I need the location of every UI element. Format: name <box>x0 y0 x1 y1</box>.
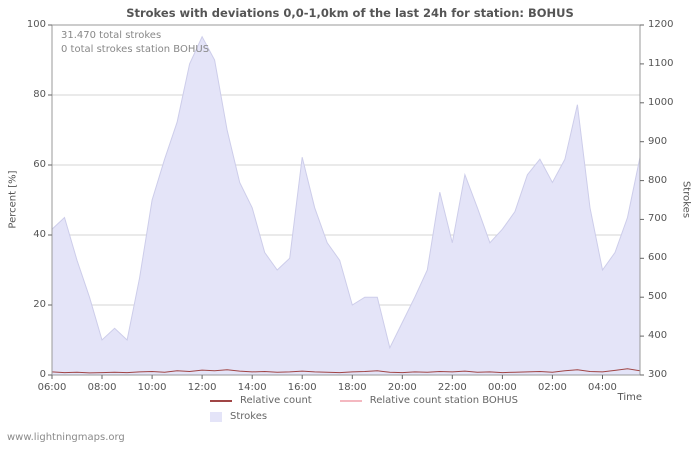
strokes-area <box>51 35 641 376</box>
legend-row: Strokes <box>210 411 518 422</box>
left-axis-tick-label: 20 <box>33 299 46 310</box>
right-axis-tick-label: 900 <box>648 135 668 147</box>
x-axis-label: Time <box>617 392 642 403</box>
legend-label-strokes: Strokes <box>230 411 268 422</box>
right-axis-tick-label: 1100 <box>648 57 674 69</box>
x-axis-tick-label: 00:00 <box>487 382 517 393</box>
right-axis-tick-label: 1200 <box>648 19 674 30</box>
x-axis-tick-label: 22:00 <box>437 382 467 393</box>
legend-item-relative-count-station: Relative count station BOHUS <box>339 395 518 406</box>
right-axis-tick-label: 600 <box>648 252 668 264</box>
right-axis-tick-label: 700 <box>648 213 668 225</box>
x-axis-tick-label: 16:00 <box>287 382 317 393</box>
right-axis-tick-label: 500 <box>648 291 668 303</box>
x-axis-tick-label: 10:00 <box>137 382 167 393</box>
legend: Relative count Relative count station BO… <box>210 395 518 427</box>
strokes-swatch <box>210 411 222 422</box>
x-axis-tick-label: 06:00 <box>37 382 67 393</box>
left-axis-tick-label: 100 <box>26 19 46 30</box>
legend-item-strokes: Strokes <box>210 411 267 422</box>
x-axis-tick-label: 14:00 <box>237 382 267 393</box>
left-axis-label: Percent [%] <box>7 170 19 229</box>
watermark: www.lightningmaps.org <box>7 432 125 443</box>
x-axis-tick-label: 02:00 <box>538 382 567 393</box>
left-axis-tick-label: 60 <box>33 159 46 170</box>
legend-row: Relative count Relative count station BO… <box>210 395 518 406</box>
x-axis-tick-label: 18:00 <box>337 382 367 393</box>
relative-count-line <box>51 368 641 374</box>
chart-title: Strokes with deviations 0,0-1,0km of the… <box>126 6 574 20</box>
legend-item-relative-count: Relative count <box>210 395 312 406</box>
x-axis-tick-label: 08:00 <box>87 382 117 393</box>
x-axis-tick-label: 20:00 <box>387 382 417 393</box>
station-strokes-annotation: 0 total strokes station BOHUS <box>61 44 210 55</box>
relative-count-station-swatch <box>339 399 362 402</box>
left-axis-tick-label: 40 <box>33 229 46 240</box>
legend-label-relative-count: Relative count <box>240 395 312 406</box>
x-axis-tick-label: 04:00 <box>588 382 617 393</box>
right-axis-label: Strokes <box>680 180 692 219</box>
right-axis-tick-label: 1000 <box>648 96 674 108</box>
right-axis-tick-label: 400 <box>648 330 668 342</box>
right-axis-tick-label: 300 <box>648 369 668 380</box>
left-axis-tick-label: 80 <box>33 89 46 100</box>
right-axis-tick-label: 800 <box>648 174 668 186</box>
total-strokes-annotation: 31.470 total strokes <box>61 30 162 41</box>
x-axis-tick-label: 12:00 <box>187 382 217 393</box>
legend-label-relative-count-station: Relative count station BOHUS <box>369 395 518 406</box>
left-axis-tick-label: 0 <box>39 369 46 380</box>
plot-border <box>51 24 641 376</box>
relative-count-swatch <box>210 399 232 402</box>
